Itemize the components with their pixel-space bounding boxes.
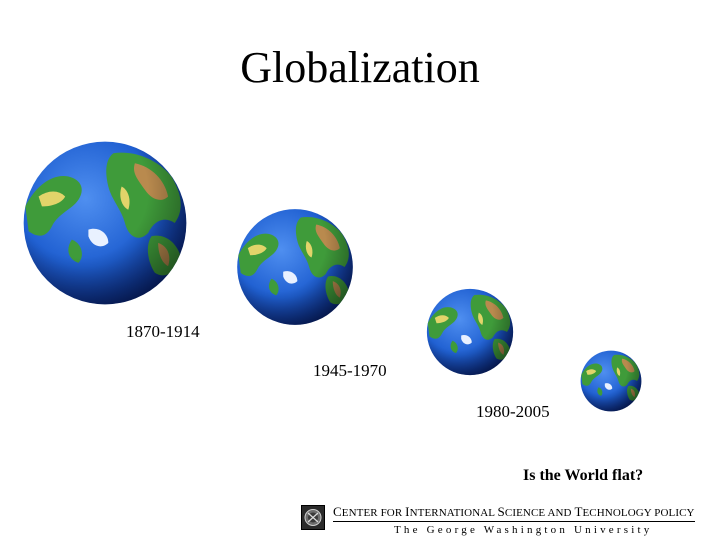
period-label: 1945-1970 bbox=[313, 361, 387, 380]
page-title: Globalization bbox=[240, 43, 480, 92]
gwu-seal-icon bbox=[301, 505, 325, 530]
center-word: CENTER bbox=[333, 504, 381, 520]
center-word: INTERNATIONAL bbox=[405, 504, 498, 520]
question-text: Is the World flat? bbox=[523, 467, 644, 484]
globe-icon bbox=[236, 208, 354, 326]
globe-graphic bbox=[580, 350, 642, 412]
center-word: TECHNOLOGY bbox=[574, 504, 655, 520]
center-word: AND bbox=[547, 507, 575, 519]
center-word: SCIENCE bbox=[497, 504, 548, 520]
globe-graphic bbox=[23, 141, 187, 305]
globe-graphic bbox=[237, 209, 353, 325]
period-label: 1980-2005 bbox=[476, 402, 550, 421]
globe-icon bbox=[580, 350, 642, 412]
globe-icon bbox=[22, 140, 188, 306]
center-word: POLICY bbox=[654, 507, 695, 519]
center-word: FOR bbox=[380, 507, 406, 519]
globe-icon bbox=[426, 288, 514, 376]
center-name: CENTER FOR INTERNATIONAL SCIENCE AND TEC… bbox=[333, 505, 695, 522]
globe-graphic bbox=[426, 288, 514, 376]
university-name: The George Washington University bbox=[394, 524, 653, 536]
period-label: 1870-1914 bbox=[126, 322, 200, 341]
